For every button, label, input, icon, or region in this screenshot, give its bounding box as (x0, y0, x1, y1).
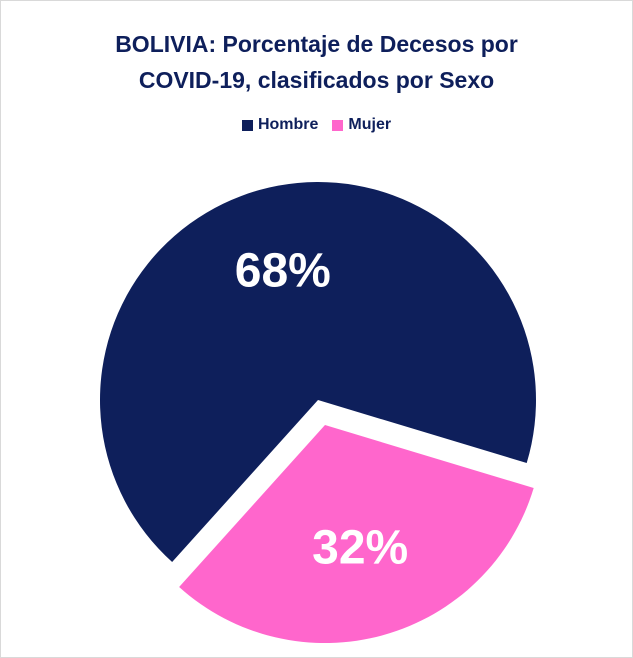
chart-title: BOLIVIA: Porcentaje de Decesos por COVID… (115, 31, 518, 93)
legend-item: Hombre (241, 116, 319, 134)
pie-slice (100, 182, 537, 563)
legend-label: Hombre (257, 116, 319, 133)
data-label: 68% (235, 245, 331, 298)
legend: Hombre Mujer (0, 116, 633, 134)
data-label: 32% (312, 522, 408, 575)
legend-item: Mujer (332, 116, 391, 134)
pie-slice (179, 425, 534, 644)
legend-swatch (332, 119, 344, 131)
legend-label: Mujer (348, 116, 392, 133)
legend-swatch (241, 119, 253, 131)
